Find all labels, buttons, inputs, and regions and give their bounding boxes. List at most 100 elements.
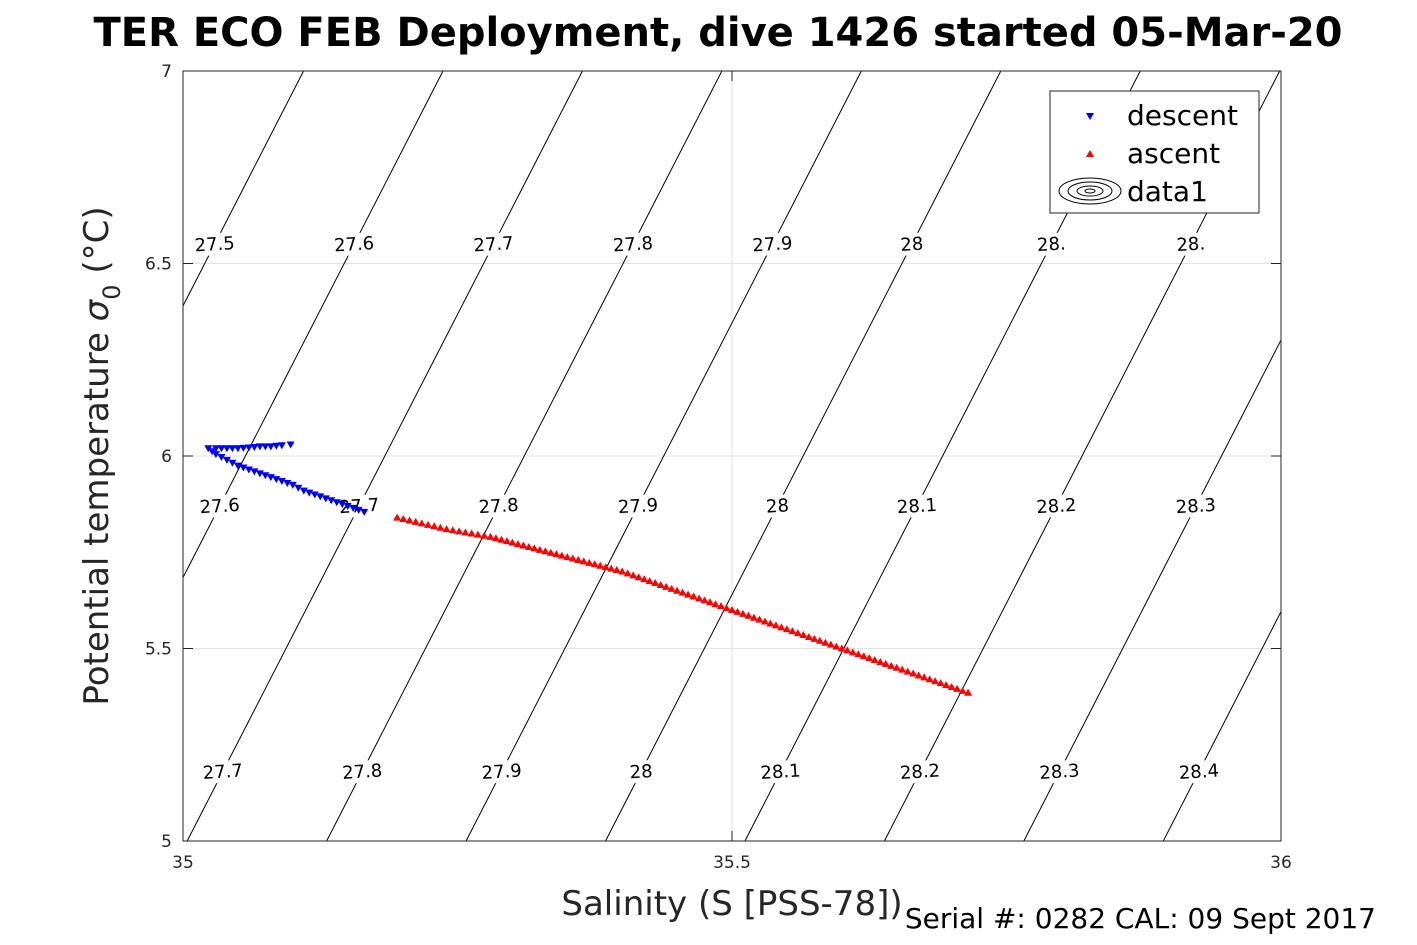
descent-marker: [321, 495, 330, 503]
contour-label-bg: [752, 493, 803, 519]
ascent-marker: [788, 627, 797, 635]
contour-line: [183, 71, 444, 579]
ascent-marker: [799, 631, 808, 639]
contour-label-text: 27.9: [617, 495, 658, 518]
contour-label-text: 27.9: [481, 760, 522, 783]
ascent-marker: [563, 553, 572, 561]
contour-label-text: 28.: [1176, 233, 1206, 256]
ascent-marker: [601, 563, 610, 571]
contour-label-text: 28.4: [1178, 760, 1219, 783]
ascent-marker: [755, 615, 764, 623]
descent-marker: [299, 487, 308, 495]
descent-marker: [239, 444, 248, 452]
y-tick-label: 6.5: [145, 255, 172, 275]
contour-label-bg: [1171, 493, 1221, 519]
descent-marker: [316, 493, 325, 501]
contour-label-text: 28: [765, 495, 789, 517]
contour-label-text: 27.7: [473, 233, 514, 256]
contour-label: 27.6: [329, 231, 379, 257]
descent-marker: [211, 445, 220, 453]
contour-label-text: 27.6: [199, 495, 240, 518]
ascent-marker: [519, 541, 528, 549]
legend-data1-label: data1: [1127, 175, 1208, 208]
contour-label: 27.5: [189, 231, 240, 257]
contour-label-text: 27.8: [478, 495, 519, 518]
ascent-marker: [684, 590, 693, 598]
descent-marker: [217, 445, 226, 453]
ascent-marker: [832, 642, 841, 650]
legend-descent-marker: [1086, 113, 1094, 120]
descent-marker: [239, 464, 248, 472]
descent-marker: [272, 442, 281, 450]
contour-label-bg: [755, 759, 806, 785]
ascent-marker: [399, 515, 408, 523]
ascent-marker: [854, 650, 863, 658]
y-axis-label-main: Potential temperature: [77, 321, 117, 705]
ascent-marker: [920, 673, 929, 681]
contour-label: 28.3: [1034, 759, 1085, 785]
contour-label-bg: [608, 231, 658, 257]
ascent-marker: [766, 619, 775, 627]
ascent-marker: [673, 586, 682, 594]
ascent-marker: [953, 684, 962, 692]
ascent-marker: [689, 592, 698, 600]
descent-marker: [277, 442, 286, 450]
descent-marker: [288, 481, 297, 489]
ascent-marker: [645, 577, 654, 585]
descent-marker: [261, 443, 270, 451]
descent-marker: [222, 445, 231, 453]
ascent-marker: [393, 513, 402, 521]
contour-label-bg: [468, 231, 519, 257]
ascent-marker: [651, 579, 660, 587]
legend-descent-label: descent: [1127, 99, 1238, 132]
ascent-marker: [579, 557, 588, 565]
y-tick-labels: 5 5.5 6 6.5 7: [145, 62, 172, 852]
contour-label: 27.7: [468, 231, 519, 257]
ascent-marker: [405, 516, 414, 524]
contour-label-bg: [1031, 493, 1081, 519]
ascent-marker: [865, 654, 874, 662]
y-tick-label: 5.5: [145, 640, 172, 660]
contour-label-bg: [616, 759, 666, 785]
ascent-marker: [662, 582, 671, 590]
ascent-marker: [777, 623, 786, 631]
contour-line: [465, 71, 862, 841]
descent-marker: [354, 506, 363, 514]
descent-marker: [208, 448, 217, 456]
contour-label: 28.3: [1171, 493, 1221, 519]
contour-line: [1023, 338, 1281, 841]
ascent-marker: [590, 560, 599, 568]
contour-label-text: 28.2: [899, 760, 940, 783]
descent-marker: [222, 456, 231, 464]
descent-marker: [228, 459, 237, 467]
ascent-marker: [497, 535, 506, 543]
ascent-marker: [448, 526, 457, 534]
ascent-marker: [612, 566, 621, 574]
ascent-marker: [728, 606, 736, 613]
contour-line: [183, 71, 305, 307]
contour-label: 28.1: [755, 759, 806, 785]
contour-label-bg: [1034, 759, 1085, 785]
x-tick-label: 35.5: [713, 853, 751, 873]
ascent-marker: [618, 567, 627, 575]
descent-marker: [338, 501, 347, 509]
ascent-marker: [508, 538, 517, 546]
contour-label-text: 28: [900, 234, 924, 256]
contour-label-bg: [337, 759, 387, 785]
ascent-marker: [931, 677, 940, 685]
descent-marker: [233, 462, 242, 470]
contour-label-text: 27.6: [333, 233, 374, 256]
descent-marker: [217, 453, 226, 461]
ascent-marker: [782, 625, 791, 633]
ascent-marker: [473, 530, 482, 538]
ascent-marker: [947, 683, 956, 690]
legend-box: [1049, 90, 1260, 214]
contour-label-bg: [892, 493, 942, 519]
ascent-marker: [925, 675, 934, 683]
contour-label-text: 27.8: [612, 233, 653, 256]
contour-label: 28.2: [1031, 493, 1081, 519]
contour-label-bg: [1026, 231, 1076, 257]
x-axis-label: Salinity (S [PSS-78]): [561, 884, 902, 924]
ascent-marker: [461, 528, 470, 536]
ascent-marker: [585, 558, 594, 566]
